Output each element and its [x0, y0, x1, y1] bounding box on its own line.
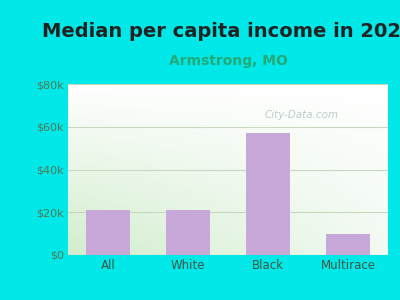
Bar: [166, 210, 210, 255]
Text: Median per capita income in 2022: Median per capita income in 2022: [42, 22, 400, 41]
Bar: [246, 133, 290, 255]
Bar: [326, 234, 370, 255]
Bar: [86, 210, 130, 255]
Text: Armstrong, MO: Armstrong, MO: [168, 55, 288, 68]
Text: City-Data.com: City-Data.com: [264, 110, 339, 120]
